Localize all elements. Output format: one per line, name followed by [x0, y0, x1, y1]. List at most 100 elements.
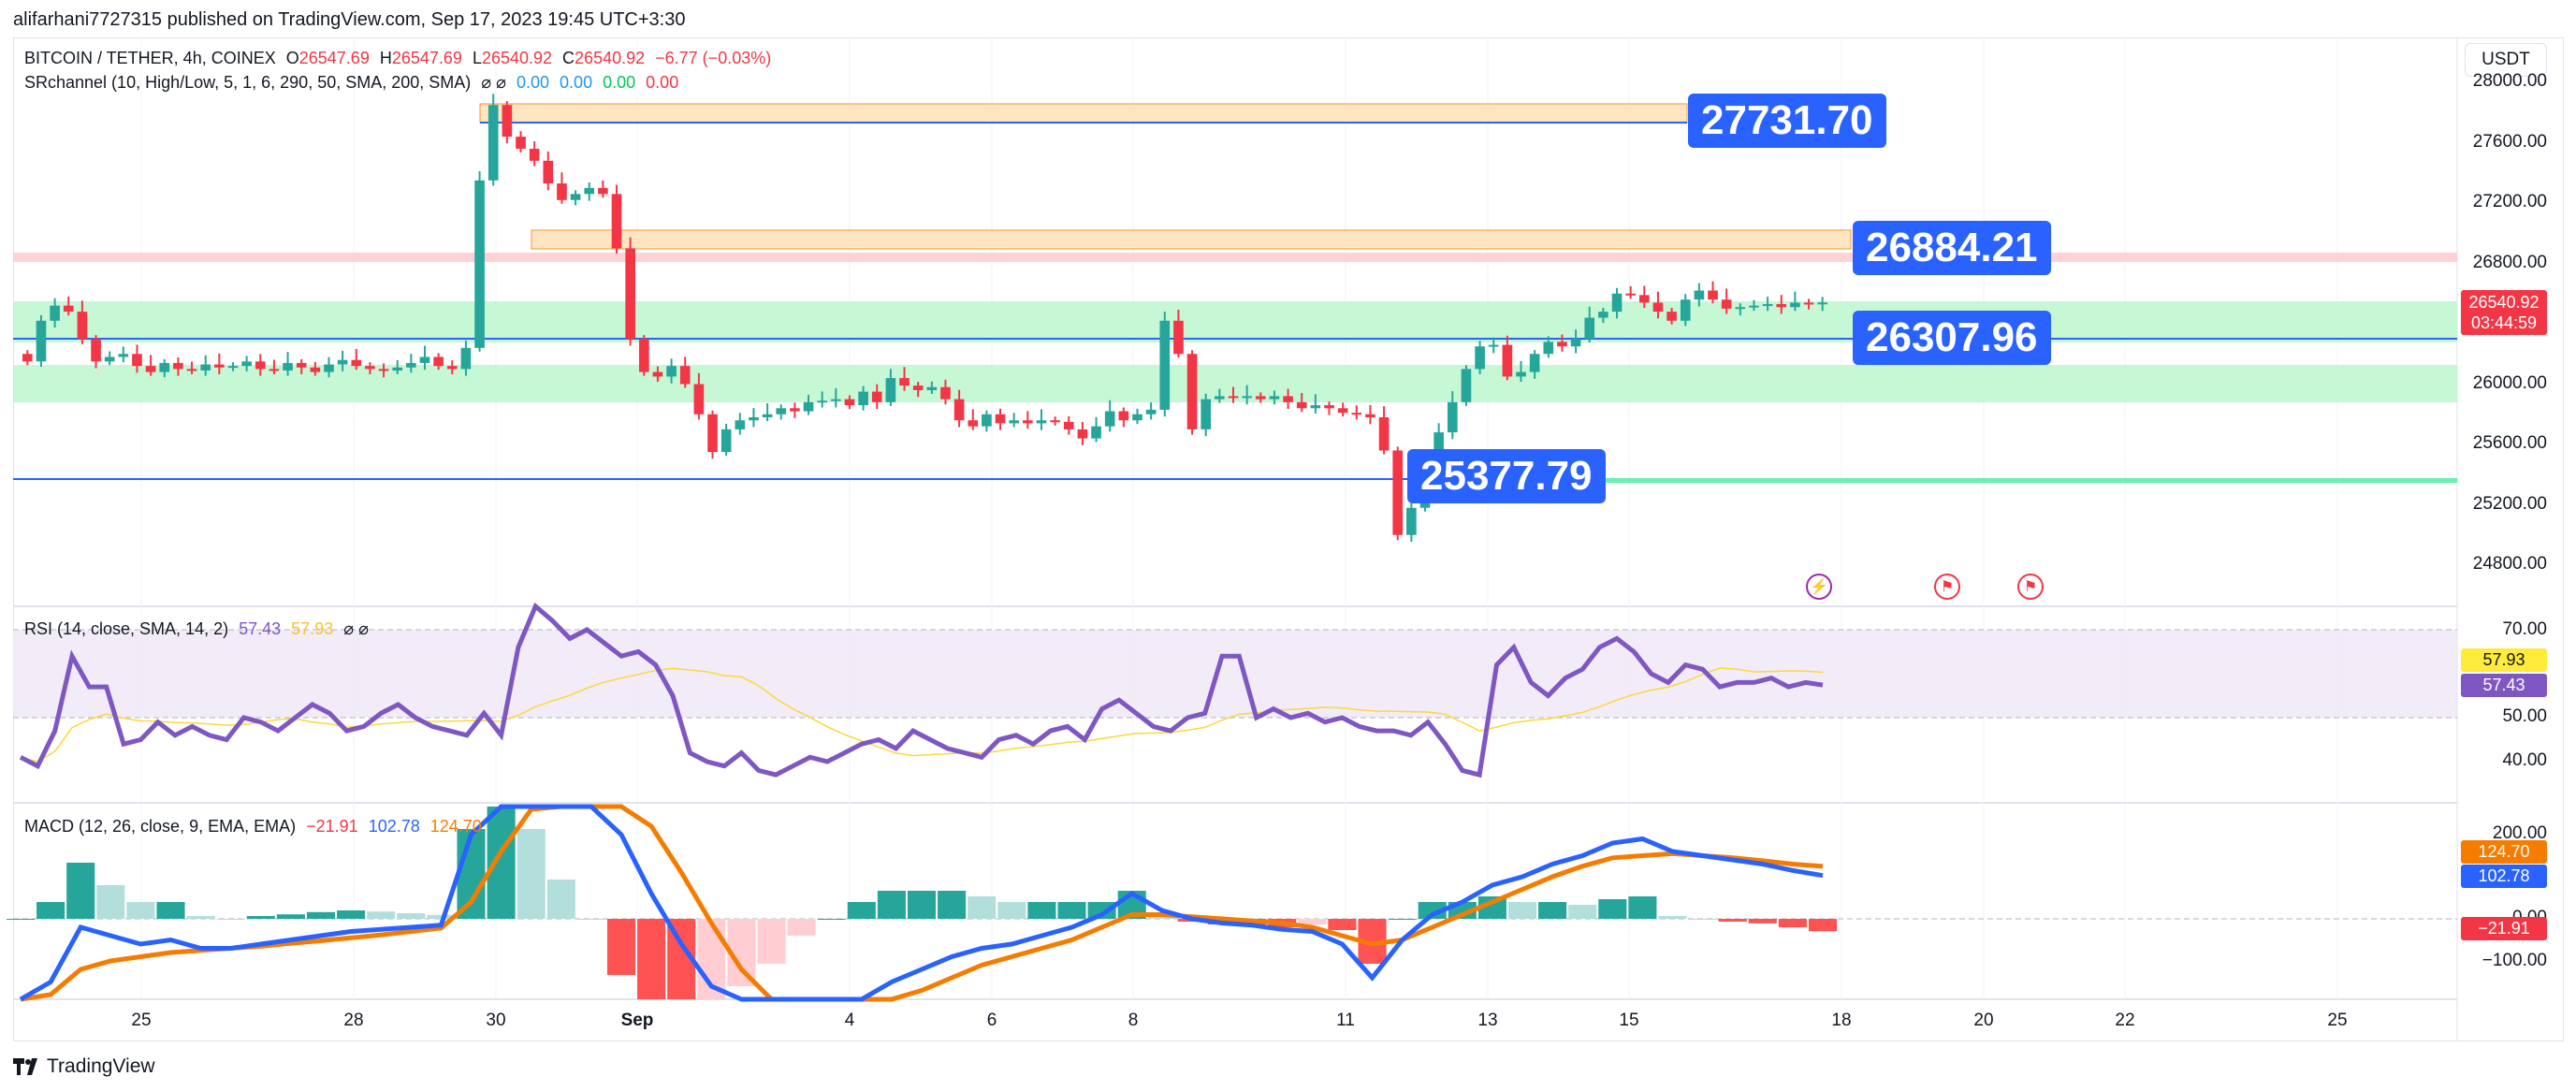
candle-body: [1392, 450, 1404, 535]
sr-v1: 0.00: [516, 73, 550, 92]
candle-body: [625, 248, 635, 340]
candle-body: [557, 183, 567, 200]
candle-body: [871, 391, 882, 402]
macd-hist-bar: [546, 880, 575, 919]
candle-body: [803, 401, 814, 412]
macd-hist-bar: [1057, 902, 1086, 919]
macd-hist-bar: [1298, 919, 1327, 924]
candle-body: [378, 369, 389, 371]
time-tick-label: 11: [1336, 1011, 1355, 1030]
candle-body: [63, 305, 74, 313]
sr-icons[interactable]: ⌀ ⌀: [481, 73, 506, 92]
candle-body: [1296, 401, 1307, 409]
candle-body: [844, 399, 855, 406]
axis-tick-label: 70.00: [2502, 619, 2547, 639]
macd-hist-bar: [517, 829, 546, 919]
candle-body: [1652, 302, 1664, 313]
us-event-icon[interactable]: ⚑: [2017, 574, 2044, 600]
candle-body: [1310, 405, 1321, 409]
time-tick-label: 4: [844, 1011, 855, 1030]
candle-body: [1625, 293, 1636, 296]
sr-zone-upper: [531, 229, 1852, 250]
chart-frame: [13, 37, 2564, 1041]
axis-tick-label: 28000.00: [2472, 71, 2547, 91]
candle-body: [1790, 302, 1800, 308]
candle-body: [982, 414, 992, 427]
brand-name: TradingView: [47, 1055, 155, 1077]
candle-body: [1749, 305, 1759, 308]
macd-hist-bar: [1658, 916, 1687, 919]
macd-hist-badge: −21.91: [2461, 917, 2547, 940]
time-tick-label: 28: [343, 1011, 364, 1030]
candle-body: [159, 362, 170, 372]
candle-body: [227, 366, 239, 369]
macd-hist-bar: [276, 914, 305, 919]
candle-body: [22, 354, 33, 362]
change-value: −6.77 (−0.03%): [655, 49, 772, 67]
level-tag-26884[interactable]: 26884.21: [1853, 221, 2051, 275]
candle-body: [1488, 344, 1499, 347]
sr-v3: 0.00: [603, 73, 636, 92]
macd-hist-bar: [427, 914, 456, 919]
high-label: H: [379, 49, 392, 67]
candle-body: [1584, 317, 1595, 340]
candle-body: [1570, 339, 1581, 347]
support-band-lower: [13, 365, 2457, 402]
level-tag-25377[interactable]: 25377.79: [1407, 449, 1606, 503]
macd-hist-bar: [156, 902, 185, 919]
candle-body: [460, 347, 472, 370]
sr-v2: 0.00: [560, 73, 593, 92]
macd-hist-value: −21.91: [306, 817, 358, 836]
support-line-bottom: [1413, 478, 2457, 483]
candle-body: [1145, 409, 1157, 415]
candle-body: [296, 362, 307, 368]
candle-body: [953, 399, 965, 421]
open-value: 26547.69: [298, 49, 370, 67]
us-event-icon[interactable]: ⚑: [1934, 574, 1960, 600]
candle-body: [1036, 420, 1047, 424]
candle-body: [598, 187, 608, 195]
rsi-icons[interactable]: ⌀ ⌀: [343, 619, 369, 638]
macd-signal-badge: 124.70: [2461, 840, 2547, 864]
sr-zone-top: [479, 103, 1688, 124]
macd-hist-bar: [1538, 902, 1567, 919]
level-tag-27731[interactable]: 27731.70: [1688, 94, 1886, 148]
currency-button[interactable]: USDT: [2465, 43, 2547, 77]
rsi-band: [13, 630, 2457, 718]
event-flash-icon[interactable]: ⚡: [1806, 574, 1832, 600]
candle-body: [1611, 293, 1623, 313]
candle-body: [858, 391, 868, 406]
candle-body: [1050, 420, 1060, 423]
candle-body: [912, 385, 924, 390]
candle-body: [365, 366, 375, 370]
candle-body: [1023, 420, 1033, 424]
macd-hist-bar: [457, 829, 486, 919]
candle-body: [173, 362, 183, 370]
current-price: 26540.92: [2468, 293, 2540, 312]
candle-body: [1666, 312, 1677, 321]
candle-body: [433, 356, 444, 367]
time-tick-label: 15: [1619, 1011, 1639, 1030]
candle-body: [77, 312, 88, 340]
rsi-line: [19, 602, 1824, 778]
time-tick-label: 30: [486, 1011, 506, 1030]
macd-value: 102.78: [368, 817, 420, 836]
macd-hist-bar: [96, 885, 125, 919]
candle-body: [570, 194, 581, 200]
candle-body: [968, 420, 979, 427]
candle-body: [529, 148, 540, 161]
low-value: 26540.92: [481, 49, 553, 67]
candle-body: [1638, 295, 1650, 303]
candle-body: [584, 187, 595, 195]
candle-body: [1132, 414, 1142, 421]
level-tag-26307[interactable]: 26307.96: [1853, 311, 2051, 365]
macd-hist-bar: [1688, 919, 1717, 920]
candle-body: [241, 361, 252, 367]
candle-body: [1694, 290, 1705, 300]
macd-hist-bar: [877, 891, 906, 919]
macd-badge: 102.78: [2461, 865, 2547, 888]
axis-tick-label: 26800.00: [2472, 252, 2547, 272]
candle-body: [351, 359, 362, 367]
resistance-band: [13, 253, 2457, 262]
